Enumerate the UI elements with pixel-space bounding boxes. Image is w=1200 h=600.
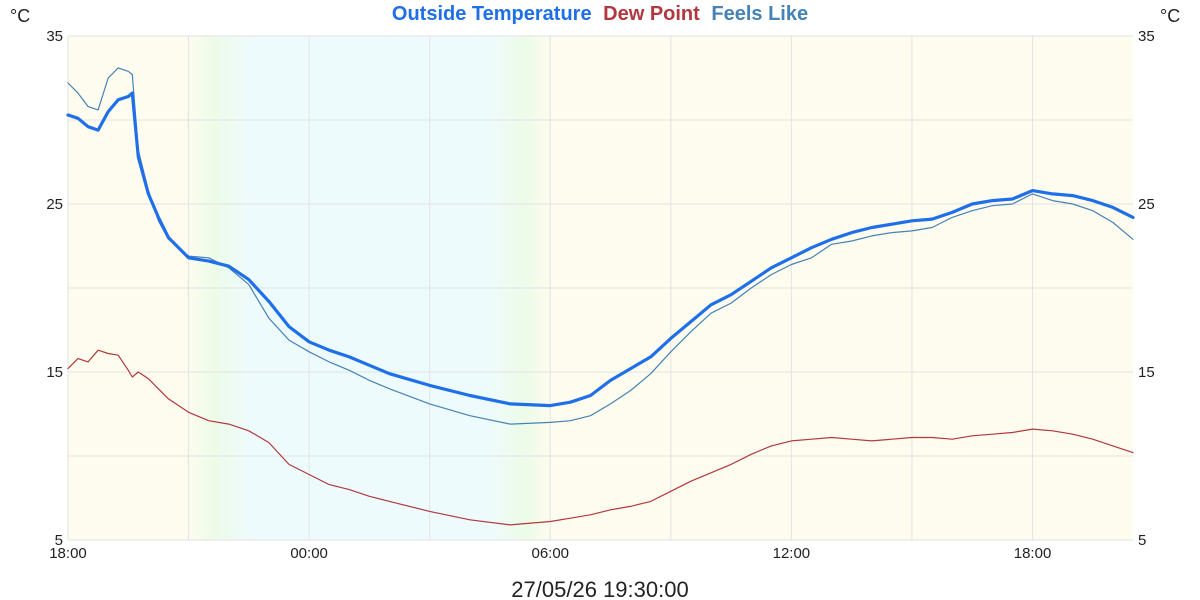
y-axis-right: 35 25 15 5 (1138, 28, 1155, 549)
series-lines (66, 67, 1135, 526)
y-tick-right: 25 (1138, 196, 1155, 213)
legend-feels-like: Feels Like (711, 3, 808, 25)
x-tick: 06:00 (531, 545, 569, 562)
timestamp-label: 27/05/26 19:30:00 (511, 577, 688, 600)
y-tick-left: 5 (55, 532, 63, 549)
y-tick-right: 5 (1138, 532, 1146, 549)
y-tick-right: 15 (1138, 364, 1155, 381)
right-axis-unit: °C (1160, 6, 1180, 26)
series-dew-point (67, 349, 1134, 526)
y-tick-left: 35 (46, 28, 63, 45)
chart-grid (67, 35, 1133, 541)
chart-legend: Outside Temperature Dew Point Feels Like (392, 3, 808, 25)
x-tick: 18:00 (49, 545, 87, 562)
legend-dew-point: Dew Point (603, 3, 700, 25)
x-tick: 00:00 (290, 545, 328, 562)
series-outside-temperature (66, 91, 1135, 408)
legend-outside-temperature: Outside Temperature (392, 3, 592, 25)
x-tick: 12:00 (773, 545, 811, 562)
y-tick-left: 15 (46, 364, 63, 381)
y-tick-left: 25 (46, 196, 63, 213)
left-axis-unit: °C (10, 6, 30, 26)
x-tick: 18:00 (1014, 545, 1052, 562)
y-tick-right: 35 (1138, 28, 1155, 45)
y-axis-left: 35 25 15 5 (46, 28, 63, 549)
x-axis: 18:00 00:00 06:00 12:00 18:00 (49, 545, 1051, 562)
